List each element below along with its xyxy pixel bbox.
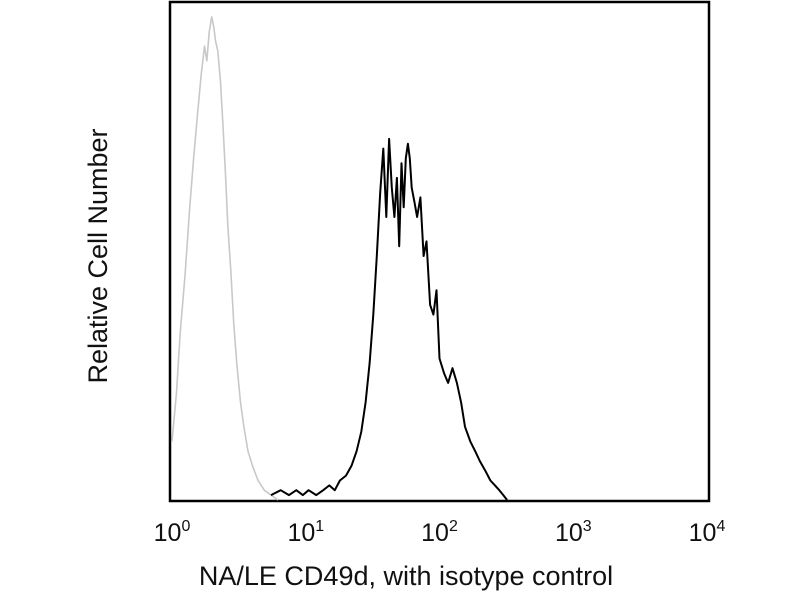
histogram-series-1 <box>171 16 279 501</box>
x-tick-label-3: 103 <box>555 518 592 547</box>
x-tick-label-4: 104 <box>689 518 726 547</box>
series-layer <box>171 16 508 501</box>
x-tick-layer: 100 101 102 103 104 <box>154 518 726 547</box>
x-tick-label-0: 100 <box>154 518 191 547</box>
x-tick-label-2: 102 <box>421 518 458 547</box>
x-axis-title: NA/LE CD49d, with isotype control <box>199 561 613 591</box>
y-axis-title: Relative Cell Number <box>83 128 113 383</box>
histogram-series-2 <box>270 137 508 501</box>
x-tick-label-1: 101 <box>287 518 324 547</box>
plot-frame <box>168 0 711 503</box>
